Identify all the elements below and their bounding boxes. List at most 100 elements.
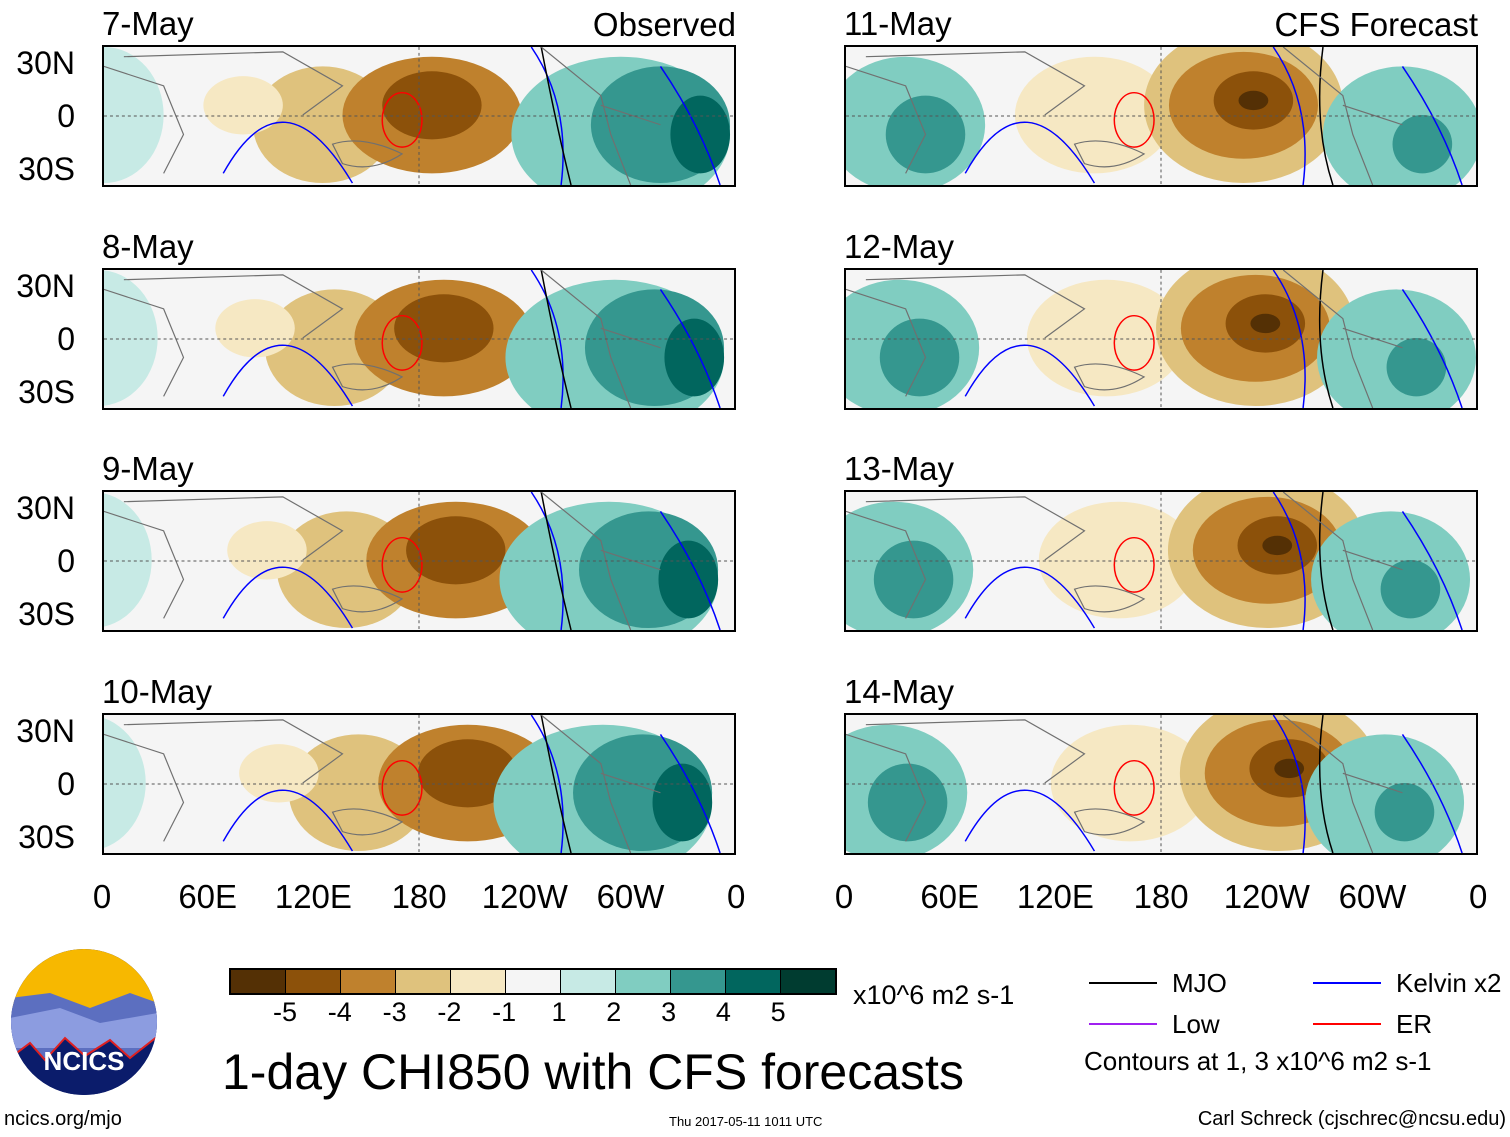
coastlines bbox=[846, 492, 1403, 630]
colorbar-swatch bbox=[561, 970, 616, 993]
colorbar-swatch bbox=[451, 970, 506, 993]
coastlines bbox=[104, 47, 661, 185]
anomaly-region bbox=[1380, 560, 1441, 619]
colorbar-swatch bbox=[396, 970, 451, 993]
colorbar-tick-label: -4 bbox=[327, 997, 352, 1027]
lon-tick-label: 120W bbox=[481, 878, 568, 915]
legend-label: MJO bbox=[1172, 968, 1227, 998]
map-panel bbox=[844, 713, 1478, 855]
colorbar-units: x10^6 m2 s-1 bbox=[853, 980, 1015, 1010]
lon-tick-label: 0 bbox=[727, 878, 746, 915]
coastlines bbox=[846, 270, 1403, 408]
er-contour bbox=[381, 91, 423, 148]
colorbar-tick-label: 5 bbox=[770, 997, 786, 1027]
anomaly-map bbox=[104, 270, 734, 408]
map-panel bbox=[844, 45, 1478, 187]
kelvin-contour bbox=[964, 270, 1463, 408]
anomaly-region bbox=[1392, 115, 1453, 174]
panel-date-label: 12-May bbox=[844, 228, 955, 265]
anomaly-region bbox=[104, 718, 146, 848]
mjo-contour bbox=[540, 715, 572, 853]
anomaly-region bbox=[1238, 90, 1269, 111]
colorbar-swatch bbox=[671, 970, 726, 993]
lon-tick-label: 60E bbox=[920, 878, 980, 915]
colorbar bbox=[229, 968, 837, 995]
anomaly-map bbox=[104, 47, 734, 185]
anomaly-region bbox=[104, 270, 158, 406]
anomaly-region bbox=[1038, 501, 1198, 619]
colorbar-tick-label: -5 bbox=[272, 997, 298, 1027]
panel-date-label: 8-May bbox=[102, 228, 194, 265]
kelvin-contour bbox=[964, 715, 1463, 853]
footer-url[interactable]: ncics.org/mjo bbox=[4, 1108, 122, 1130]
anomaly-region bbox=[104, 493, 152, 627]
footer-author: Carl Schreck (cjschrec@ncsu.edu) bbox=[1197, 1108, 1506, 1130]
anomaly-region bbox=[867, 763, 948, 842]
mjo-contour bbox=[540, 47, 572, 185]
lat-tick-label: 30S bbox=[18, 151, 75, 187]
mjo-contour bbox=[1318, 47, 1334, 185]
er-contour bbox=[1113, 536, 1155, 593]
anomaly-region bbox=[418, 739, 518, 808]
coastlines bbox=[104, 270, 661, 408]
lon-tick-label: 180 bbox=[391, 878, 447, 915]
legend-line-mjo bbox=[1089, 982, 1157, 984]
lon-tick-label: 120E bbox=[1016, 878, 1094, 915]
panel-date-label: 7-May bbox=[102, 5, 194, 42]
anomaly-region bbox=[215, 299, 295, 358]
coastlines bbox=[104, 492, 661, 630]
colorbar-tick-label: 3 bbox=[661, 997, 677, 1027]
kelvin-contour bbox=[222, 715, 721, 853]
colorbar-tick-label: 1 bbox=[551, 997, 567, 1027]
lat-tick-label: 30S bbox=[18, 819, 75, 855]
panel-date-label: 10-May bbox=[102, 673, 213, 710]
colorbar-swatch bbox=[286, 970, 341, 993]
er-contour bbox=[381, 314, 423, 371]
anomaly-region bbox=[1250, 313, 1281, 334]
colorbar-swatch bbox=[616, 970, 671, 993]
colorbar-swatch bbox=[726, 970, 781, 993]
colorbar-swatch bbox=[506, 970, 561, 993]
anomaly-region bbox=[652, 763, 713, 842]
legend-label: ER bbox=[1396, 1009, 1433, 1039]
anomaly-map bbox=[846, 270, 1476, 408]
panel-date-label: 11-May bbox=[844, 5, 952, 42]
figure-title: 1-day CHI850 with CFS forecasts bbox=[222, 1044, 964, 1100]
colorbar-swatch bbox=[341, 970, 396, 993]
lon-tick-label: 120W bbox=[1223, 878, 1310, 915]
mjo-contour bbox=[1318, 492, 1334, 630]
legend-label: Kelvin x2 bbox=[1396, 968, 1502, 998]
anomaly-map bbox=[846, 492, 1476, 630]
kelvin-contour bbox=[964, 47, 1463, 185]
contours-note: Contours at 1, 3 x10^6 m2 s-1 bbox=[1084, 1046, 1432, 1076]
lat-tick-label: 30N bbox=[16, 490, 75, 526]
map-panel bbox=[844, 490, 1478, 632]
anomaly-region bbox=[227, 521, 307, 580]
lon-tick-label: 60W bbox=[596, 878, 665, 915]
er-contour bbox=[381, 759, 423, 816]
anomaly-region bbox=[104, 47, 164, 184]
anomaly-region bbox=[203, 76, 283, 135]
lat-tick-label: 30S bbox=[18, 596, 75, 632]
map-panel bbox=[102, 45, 736, 187]
anomaly-region bbox=[1386, 338, 1447, 397]
panel-date-label: 13-May bbox=[844, 450, 955, 487]
footer-timestamp: Thu 2017-05-11 1011 UTC bbox=[669, 1114, 823, 1129]
colorbar-tick-label: -2 bbox=[437, 997, 462, 1027]
lat-tick-label: 0 bbox=[57, 98, 75, 134]
mjo-contour bbox=[1318, 270, 1334, 408]
lat-tick-label: 30N bbox=[16, 713, 75, 749]
anomaly-region bbox=[394, 294, 494, 363]
coastlines bbox=[846, 715, 1403, 853]
colorbar-swatch bbox=[231, 970, 286, 993]
mjo-contour bbox=[1318, 715, 1334, 853]
kelvin-contour bbox=[964, 492, 1463, 630]
er-contour bbox=[1113, 759, 1155, 816]
colorbar-tick-label: -3 bbox=[382, 997, 407, 1027]
legend-line-er bbox=[1313, 1023, 1381, 1025]
anomaly-region bbox=[873, 540, 954, 619]
colorbar-tick-label: 2 bbox=[606, 997, 622, 1027]
lon-tick-label: 60W bbox=[1338, 878, 1407, 915]
legend-label: Low bbox=[1172, 1009, 1220, 1039]
